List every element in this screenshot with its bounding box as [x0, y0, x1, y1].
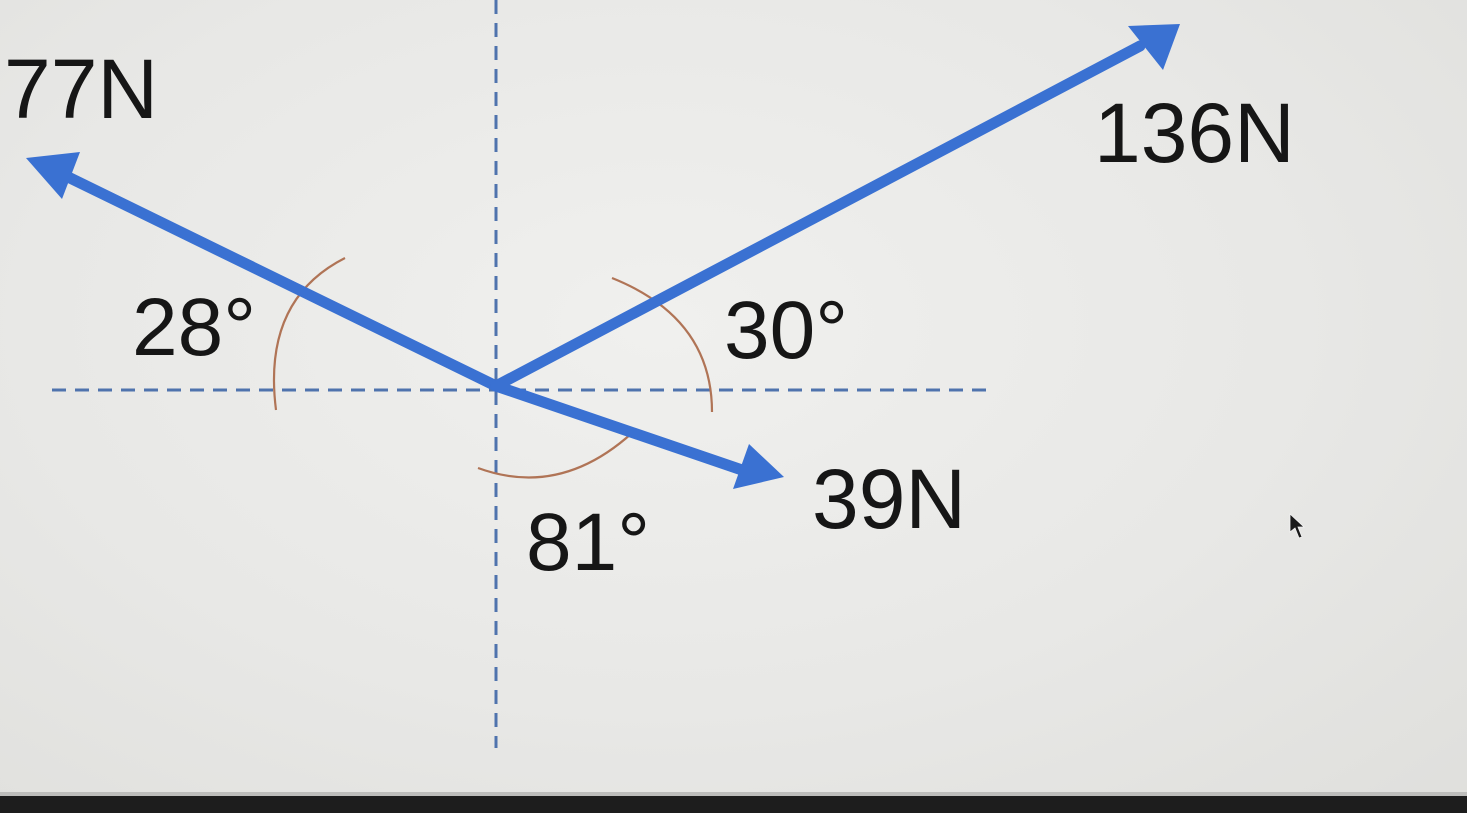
force-label-39n: 39N	[812, 452, 966, 546]
angle-label-81: 81°	[526, 497, 650, 588]
arrow-39n	[490, 380, 784, 489]
arrow-77n	[26, 152, 502, 392]
screen-edge-highlight	[0, 792, 1467, 796]
angle-arc-28	[272, 257, 346, 411]
force-label-136n: 136N	[1094, 86, 1295, 180]
angle-label-28: 28°	[132, 282, 256, 373]
screen-bottom-edge	[0, 796, 1467, 813]
angle-label-30: 30°	[724, 285, 848, 376]
angle-arc-81	[477, 432, 633, 479]
angle-arc-30	[611, 276, 714, 413]
force-label-77n: 77N	[4, 42, 158, 136]
cursor-icon	[1289, 513, 1306, 539]
arrow-136n	[490, 24, 1180, 392]
